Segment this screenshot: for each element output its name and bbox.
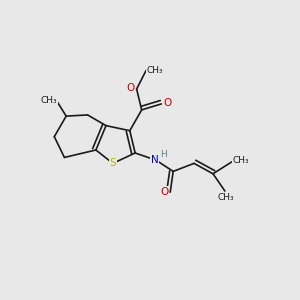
Text: O: O: [160, 187, 168, 196]
Text: H: H: [160, 150, 167, 159]
Text: CH₃: CH₃: [40, 96, 57, 105]
Text: CH₃: CH₃: [218, 193, 234, 202]
Text: CH₃: CH₃: [146, 66, 163, 75]
Text: S: S: [110, 158, 116, 168]
Text: N: N: [151, 155, 158, 165]
Text: O: O: [163, 98, 171, 108]
Text: CH₃: CH₃: [232, 156, 249, 165]
Text: O: O: [127, 83, 135, 94]
